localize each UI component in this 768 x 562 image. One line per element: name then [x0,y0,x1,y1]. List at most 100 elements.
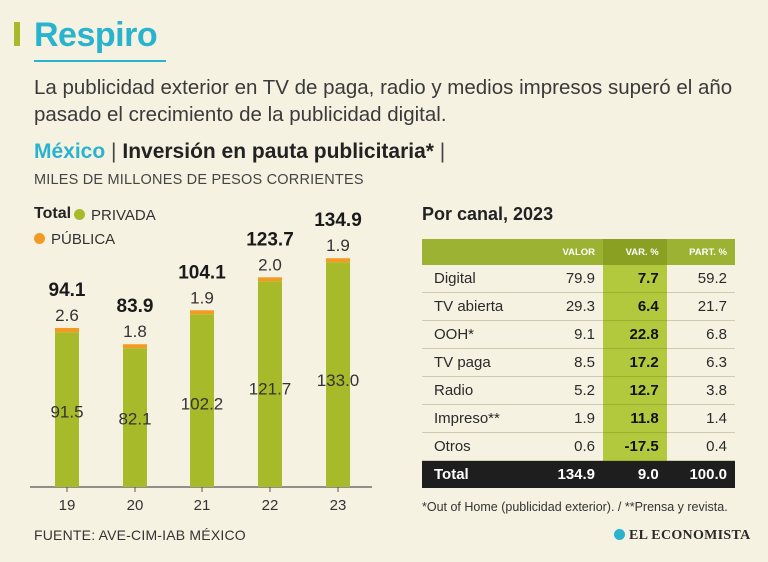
bar-privada [326,262,350,487]
bar-publica [123,344,147,349]
page-title: Respiro [34,16,158,54]
total-value-label: 123.7 [246,229,294,250]
table-row: Otros 0.6 -17.5 0.4 [422,432,735,461]
cell-var: 22.8 [603,320,667,349]
privada-value-label: 102.2 [181,394,224,413]
total-valor: 134.9 [535,460,604,488]
total-value-label: 104.1 [178,262,226,283]
header-part: PART. % [666,239,735,265]
cell-valor: 8.5 [535,348,604,377]
table-total-row: Total 134.9 9.0 100.0 [422,460,735,488]
cell-part: 6.8 [666,320,735,349]
cell-valor: 79.9 [535,265,604,293]
bar-privada [190,314,214,487]
privada-value-label: 121.7 [249,379,292,398]
title-accent-bar [14,22,20,46]
bar-publica [190,310,214,315]
bar-privada [55,332,79,487]
cell-canal: Digital [422,265,536,293]
bar-publica [326,258,350,263]
total-part: 100.0 [666,460,735,488]
publica-value-label: 1.9 [190,288,214,307]
cell-canal: Otros [422,432,536,461]
total-value-label: 94.1 [49,280,86,301]
cell-canal: TV abierta [422,292,536,321]
cell-var: 11.8 [603,404,667,433]
cell-canal: OOH* [422,320,536,349]
chart-heading: México | Inversión en pauta publicitaria… [34,140,445,164]
subtitle: La publicidad exterior en TV de paga, ra… [34,76,733,126]
table-row: OOH* 9.1 22.8 6.8 [422,320,735,349]
legend-privada-label: PRIVADA [91,207,156,224]
privada-value-label: 91.5 [50,402,83,421]
header-valor: VALOR [535,239,604,265]
cell-var: 6.4 [603,292,667,321]
footnote: *Out of Home (publicidad exterior). / **… [422,500,728,514]
brand-icon [614,529,625,541]
title-underline [34,60,166,62]
x-tick-label: 20 [127,497,144,514]
x-tick-label: 21 [194,497,211,514]
x-tick-label: 23 [330,497,347,514]
x-tick-label: 19 [59,497,76,514]
x-tick-label: 22 [262,497,279,514]
table-row: TV abierta 29.3 6.4 21.7 [422,292,735,321]
cell-part: 21.7 [666,292,735,321]
brand-logo: EL ECONOMISTA [614,528,751,544]
bar-chart: 91.5 2.6 94.1 19 82.1 1.8 83.9 20 102.2 1.9 104.1 2… [30,210,372,514]
source-label: FUENTE: AVE-CIM-IAB MÉXICO [34,527,246,543]
heading-country: México [34,140,106,163]
table-row: Radio 5.2 12.7 3.8 [422,376,735,405]
cell-canal: TV paga [422,348,536,377]
cell-valor: 29.3 [535,292,604,321]
publica-value-label: 1.8 [123,322,147,341]
privada-value-label: 133.0 [317,371,360,390]
legend-total: Total [34,205,72,222]
publica-value-label: 2.0 [258,255,282,274]
legend-privada-swatch [74,208,85,220]
publica-value-label: 1.9 [326,236,350,255]
cell-valor: 9.1 [535,320,604,349]
table-row: Impreso** 1.9 11.8 1.4 [422,404,735,433]
cell-var: -17.5 [603,432,667,461]
table-title: Por canal, 2023 [422,204,554,224]
cell-var: 7.7 [603,265,667,293]
publica-value-label: 2.6 [55,306,79,325]
cell-canal: Radio [422,376,536,405]
units-label: MILES DE MILLONES DE PESOS CORRIENTES [34,172,364,188]
cell-part: 0.4 [666,432,735,461]
legend-publica-label: PÚBLICA [51,231,116,248]
legend-publica-swatch [34,232,45,244]
bar-publica [258,277,282,282]
bar-privada [123,348,147,487]
heading-separator: | [111,140,117,163]
cell-valor: 0.6 [535,432,604,461]
cell-valor: 1.9 [535,404,604,433]
table-row: TV paga 8.5 17.2 6.3 [422,348,735,377]
legend-publica: PÚBLICA [34,231,115,248]
cell-var: 12.7 [603,376,667,405]
privada-value-label: 82.1 [118,410,151,429]
cell-canal: Impreso** [422,404,536,433]
bar-privada [258,281,282,487]
cell-var: 17.2 [603,348,667,377]
table-header-row: VALOR VAR. % PART. % [422,239,735,265]
bar-publica [55,327,79,333]
cell-part: 59.2 [666,265,735,293]
legend-privada: PRIVADA [74,207,156,224]
header-var: VAR. % [603,239,667,265]
table-row: Digital 79.9 7.7 59.2 [422,265,735,293]
cell-part: 6.3 [666,348,735,377]
total-canal: Total [422,460,536,488]
total-value-label: 83.9 [117,296,154,317]
cell-valor: 5.2 [535,376,604,405]
heading-trailing-separator: | [439,140,446,163]
cell-part: 3.8 [666,376,735,405]
total-value-label: 134.9 [314,210,362,231]
total-var: 9.0 [603,460,667,488]
channel-table: VALOR VAR. % PART. % Digital 79.9 7.7 59.2 T… [422,239,735,488]
header-canal [422,239,536,265]
heading-main: Inversión en pauta publicitaria* [122,140,434,163]
brand-name: EL ECONOMISTA [629,528,751,543]
cell-part: 1.4 [666,404,735,433]
